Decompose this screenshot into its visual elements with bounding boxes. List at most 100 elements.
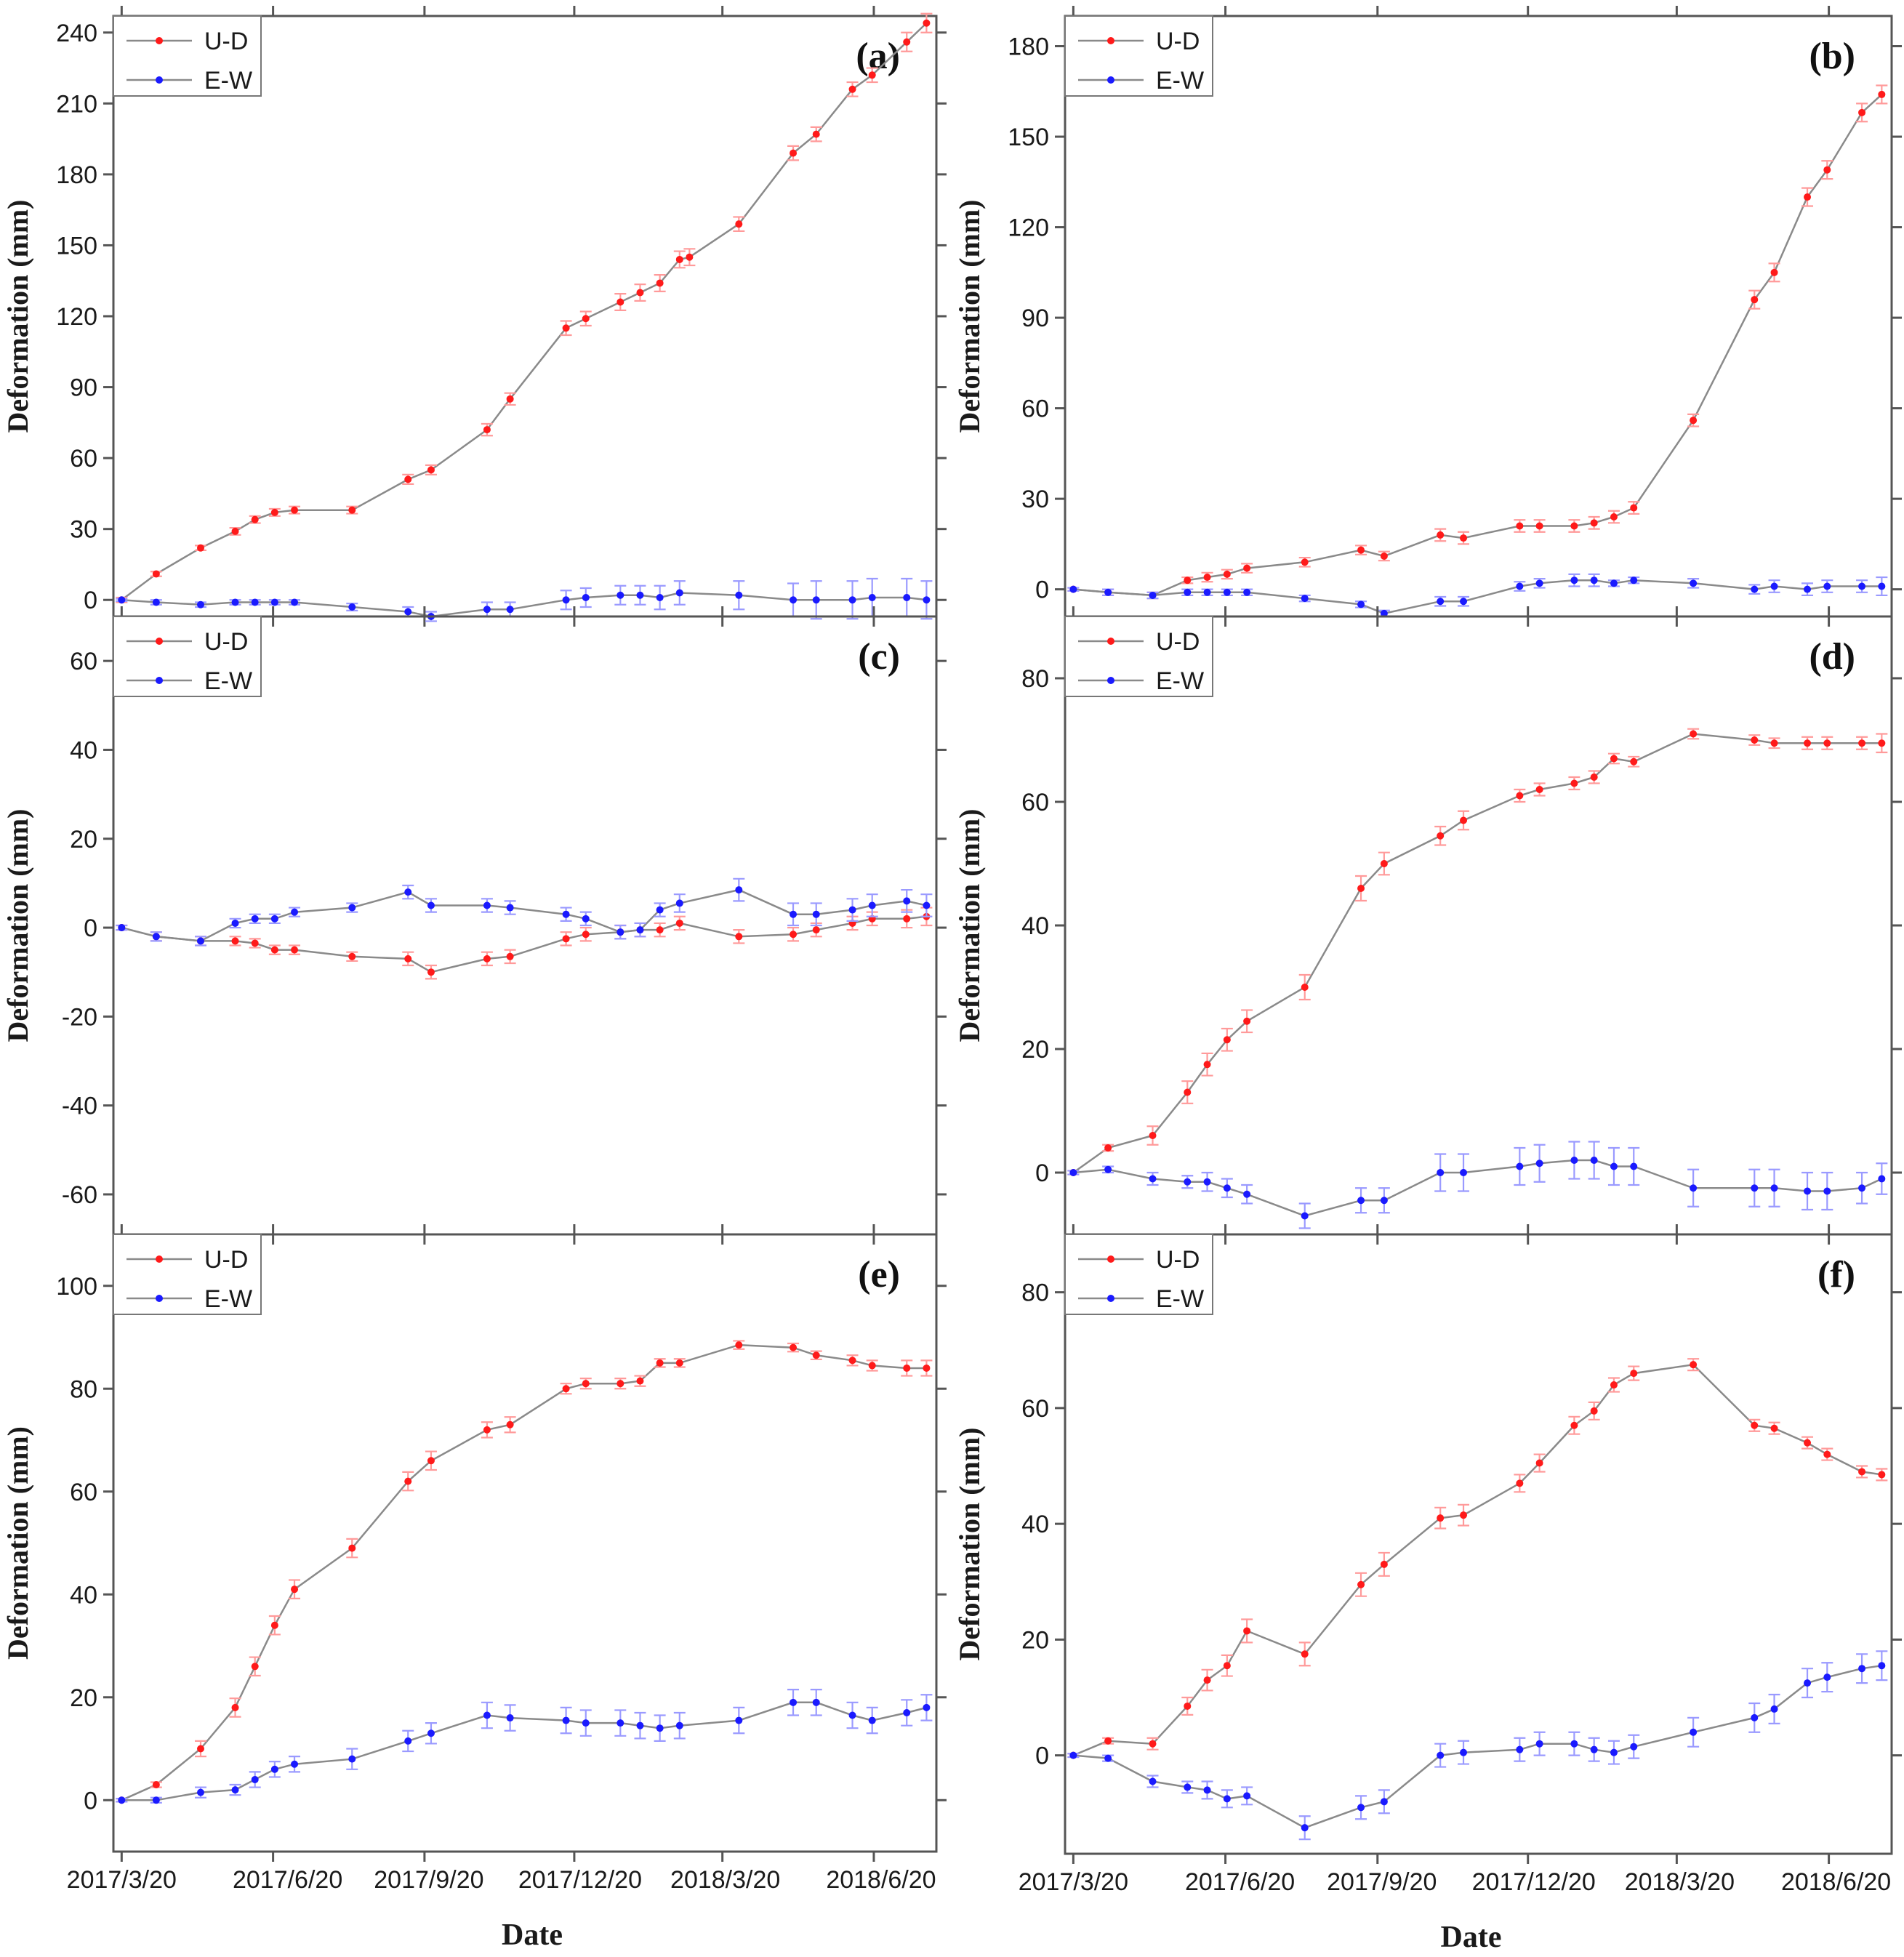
data-point xyxy=(656,906,664,914)
data-point xyxy=(483,1711,491,1719)
y-tick-label: 150 xyxy=(1008,124,1049,151)
x-tick-label: 2018/3/20 xyxy=(670,1866,780,1894)
data-point xyxy=(1184,588,1192,596)
data-point xyxy=(1804,1187,1812,1195)
data-point xyxy=(1301,558,1309,566)
y-axis-label: Deformation (mm) xyxy=(1,809,34,1042)
data-point xyxy=(1535,1740,1543,1748)
data-point xyxy=(1610,513,1618,521)
data-point xyxy=(404,608,412,616)
data-point xyxy=(1301,984,1309,991)
data-point xyxy=(483,1426,491,1434)
y-tick-label: 60 xyxy=(1021,395,1049,423)
series-line xyxy=(121,1701,927,1801)
panel-f: 0 20 40 60 80 2017/3/20 2017/6/20 2017/9/20 2017… xyxy=(953,1224,1902,1954)
y-tick-label: 20 xyxy=(70,1684,97,1712)
data-point xyxy=(348,1544,356,1552)
data-point xyxy=(1516,1162,1524,1170)
data-point xyxy=(675,589,683,597)
panel-label: (a) xyxy=(856,36,900,77)
data-point xyxy=(868,1362,876,1370)
data-point xyxy=(675,1359,683,1367)
legend: U-D E-W xyxy=(1064,1234,1213,1315)
data-point xyxy=(1770,1705,1778,1713)
data-point xyxy=(348,1755,356,1763)
data-point xyxy=(1357,1197,1365,1205)
y-tick-label: 60 xyxy=(1021,789,1049,816)
data-point xyxy=(1690,1728,1698,1736)
panel-label: (e) xyxy=(858,1254,900,1295)
data-point xyxy=(1184,1783,1192,1791)
data-point xyxy=(812,130,820,138)
data-point xyxy=(562,935,570,943)
data-point xyxy=(1690,1361,1698,1369)
y-tick-label: 120 xyxy=(1008,214,1049,242)
data-point xyxy=(1243,1627,1251,1635)
data-point xyxy=(1104,1165,1112,1173)
data-point xyxy=(790,149,798,157)
data-point xyxy=(1223,1662,1231,1670)
legend-label: E-W xyxy=(204,667,252,695)
data-point xyxy=(1690,579,1698,587)
data-point xyxy=(404,888,412,896)
data-point xyxy=(675,1721,683,1729)
legend-marker xyxy=(1107,1295,1114,1302)
data-point xyxy=(291,946,299,954)
data-point xyxy=(848,1357,856,1365)
legend: U-D E-W xyxy=(1064,616,1213,697)
y-axis-label: Deformation (mm) xyxy=(953,200,986,433)
data-point xyxy=(251,1775,259,1783)
data-point xyxy=(1823,582,1831,590)
data-point xyxy=(1804,585,1812,593)
y-tick-label: 150 xyxy=(56,232,97,260)
data-point xyxy=(506,606,514,614)
data-point xyxy=(196,1745,204,1753)
data-point xyxy=(1104,1144,1112,1152)
x-axis-label: Date xyxy=(1441,1921,1502,1954)
data-point xyxy=(1380,860,1388,867)
series-e-w xyxy=(1067,1650,1888,1841)
data-point xyxy=(903,1708,911,1716)
data-point xyxy=(848,1711,856,1719)
data-point xyxy=(483,606,491,614)
data-point xyxy=(1301,1212,1309,1220)
y-tick-label: -20 xyxy=(62,1003,97,1031)
data-point xyxy=(427,466,435,474)
panel-b: 0 30 60 90 120 150 180 Deformation (mm) (b) U-D E-… xyxy=(953,6,1902,627)
data-point xyxy=(656,593,664,601)
data-point xyxy=(1460,1169,1468,1176)
data-point xyxy=(656,1724,664,1732)
legend-label: E-W xyxy=(1156,1285,1204,1313)
data-point xyxy=(1770,582,1778,590)
data-point xyxy=(118,924,126,932)
data-point xyxy=(656,279,664,287)
legend-marker xyxy=(156,638,163,645)
data-point xyxy=(1570,522,1578,530)
data-point xyxy=(506,1420,514,1428)
y-tick-label: 90 xyxy=(70,374,97,402)
data-point xyxy=(1437,832,1445,840)
data-point xyxy=(1301,595,1309,603)
data-point xyxy=(404,475,412,483)
legend-marker xyxy=(1107,677,1114,684)
y-tick-label: 20 xyxy=(70,826,97,853)
data-point xyxy=(1770,739,1778,747)
data-point xyxy=(812,1698,820,1706)
data-point xyxy=(1243,1190,1251,1198)
y-tick-label: 60 xyxy=(1021,1395,1049,1423)
data-point xyxy=(1858,1468,1866,1476)
data-point xyxy=(903,897,911,905)
y-tick-label: 20 xyxy=(1021,1036,1049,1064)
data-point xyxy=(1858,582,1866,590)
y-tick-label: 80 xyxy=(1021,1279,1049,1307)
y-tick-label: 180 xyxy=(1008,33,1049,61)
y-tick-label: 80 xyxy=(70,1375,97,1403)
data-point xyxy=(790,1343,798,1351)
data-point xyxy=(1104,1754,1112,1762)
data-point xyxy=(1535,1160,1543,1168)
data-point xyxy=(675,919,683,927)
legend-label: U-D xyxy=(204,628,248,656)
data-point xyxy=(1380,1197,1388,1205)
data-point xyxy=(1149,1175,1157,1183)
